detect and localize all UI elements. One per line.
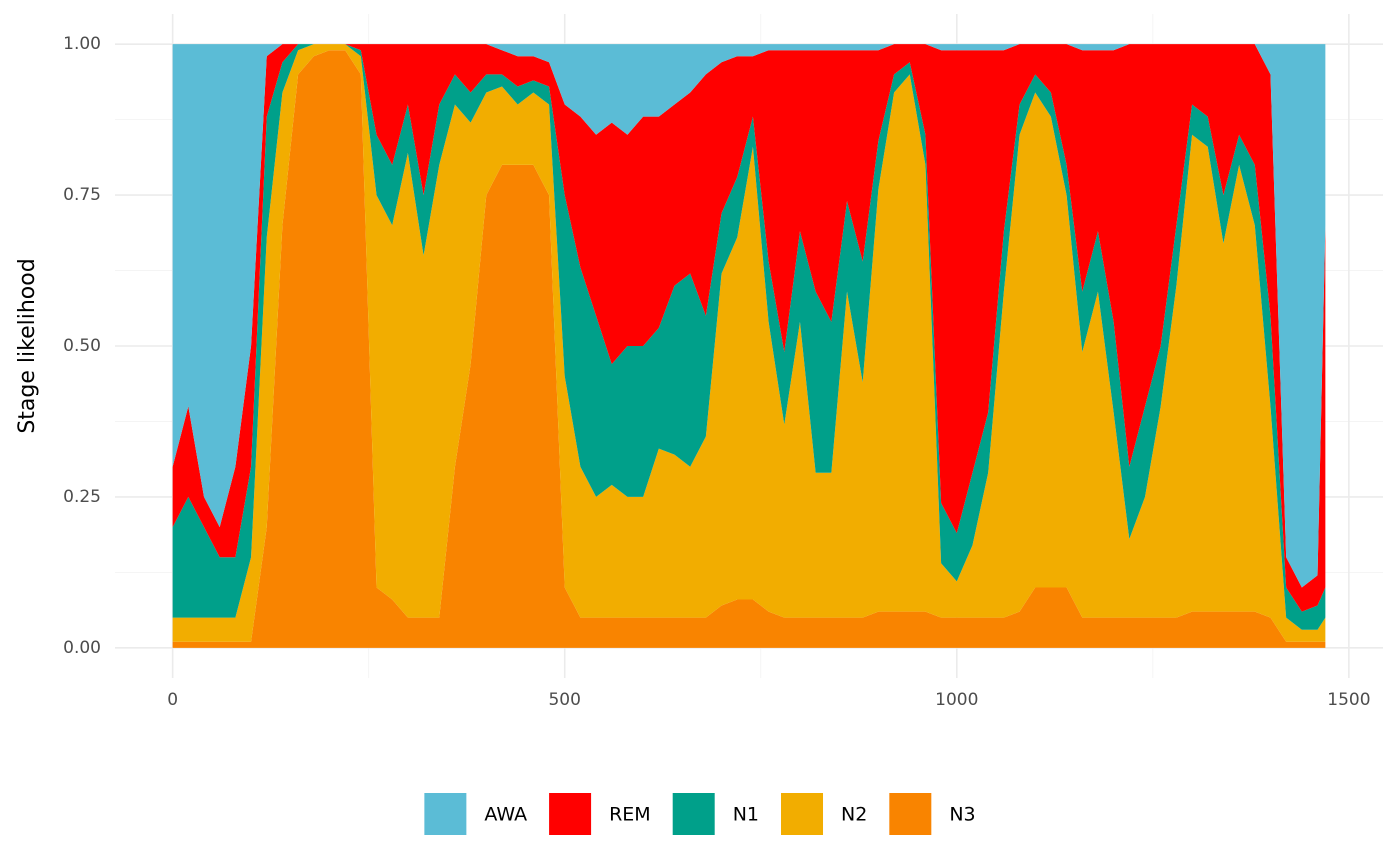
legend-label: N2 (841, 804, 867, 826)
legend-key (549, 793, 592, 835)
legend-key (672, 793, 715, 835)
x-tick-label: 1000 (935, 690, 978, 710)
legend: AWA REM N1 N2 N3 (424, 793, 976, 835)
area (172, 44, 1326, 642)
x-tick-label: 0 (167, 690, 178, 710)
legend-item: REM (549, 793, 651, 835)
legend-key (781, 793, 824, 835)
legend-key (889, 793, 932, 835)
y-tick-label: 0.50 (63, 336, 101, 356)
area (172, 44, 1326, 630)
legend-key (424, 793, 467, 835)
x-tick-label: 500 (548, 690, 580, 710)
area (172, 50, 1326, 648)
y-tick-label: 1.00 (63, 34, 101, 54)
legend-label: AWA (484, 804, 527, 826)
y-tick-label: 0.25 (63, 487, 101, 507)
areas (172, 44, 1326, 648)
y-tick-label: 0.00 (63, 638, 101, 658)
legend-item: AWA (424, 793, 527, 835)
y-tick-label: 0.75 (63, 185, 101, 205)
legend-item: N3 (889, 793, 976, 835)
legend-label: N3 (949, 804, 975, 826)
legend-label: REM (609, 804, 651, 826)
y-axis-title: Stage likelihood (15, 258, 40, 433)
legend-label: N1 (733, 804, 759, 826)
x-tick-label: 1500 (1327, 690, 1370, 710)
legend-item: N2 (781, 793, 867, 835)
area (172, 44, 1326, 612)
legend-item: N1 (672, 793, 759, 835)
